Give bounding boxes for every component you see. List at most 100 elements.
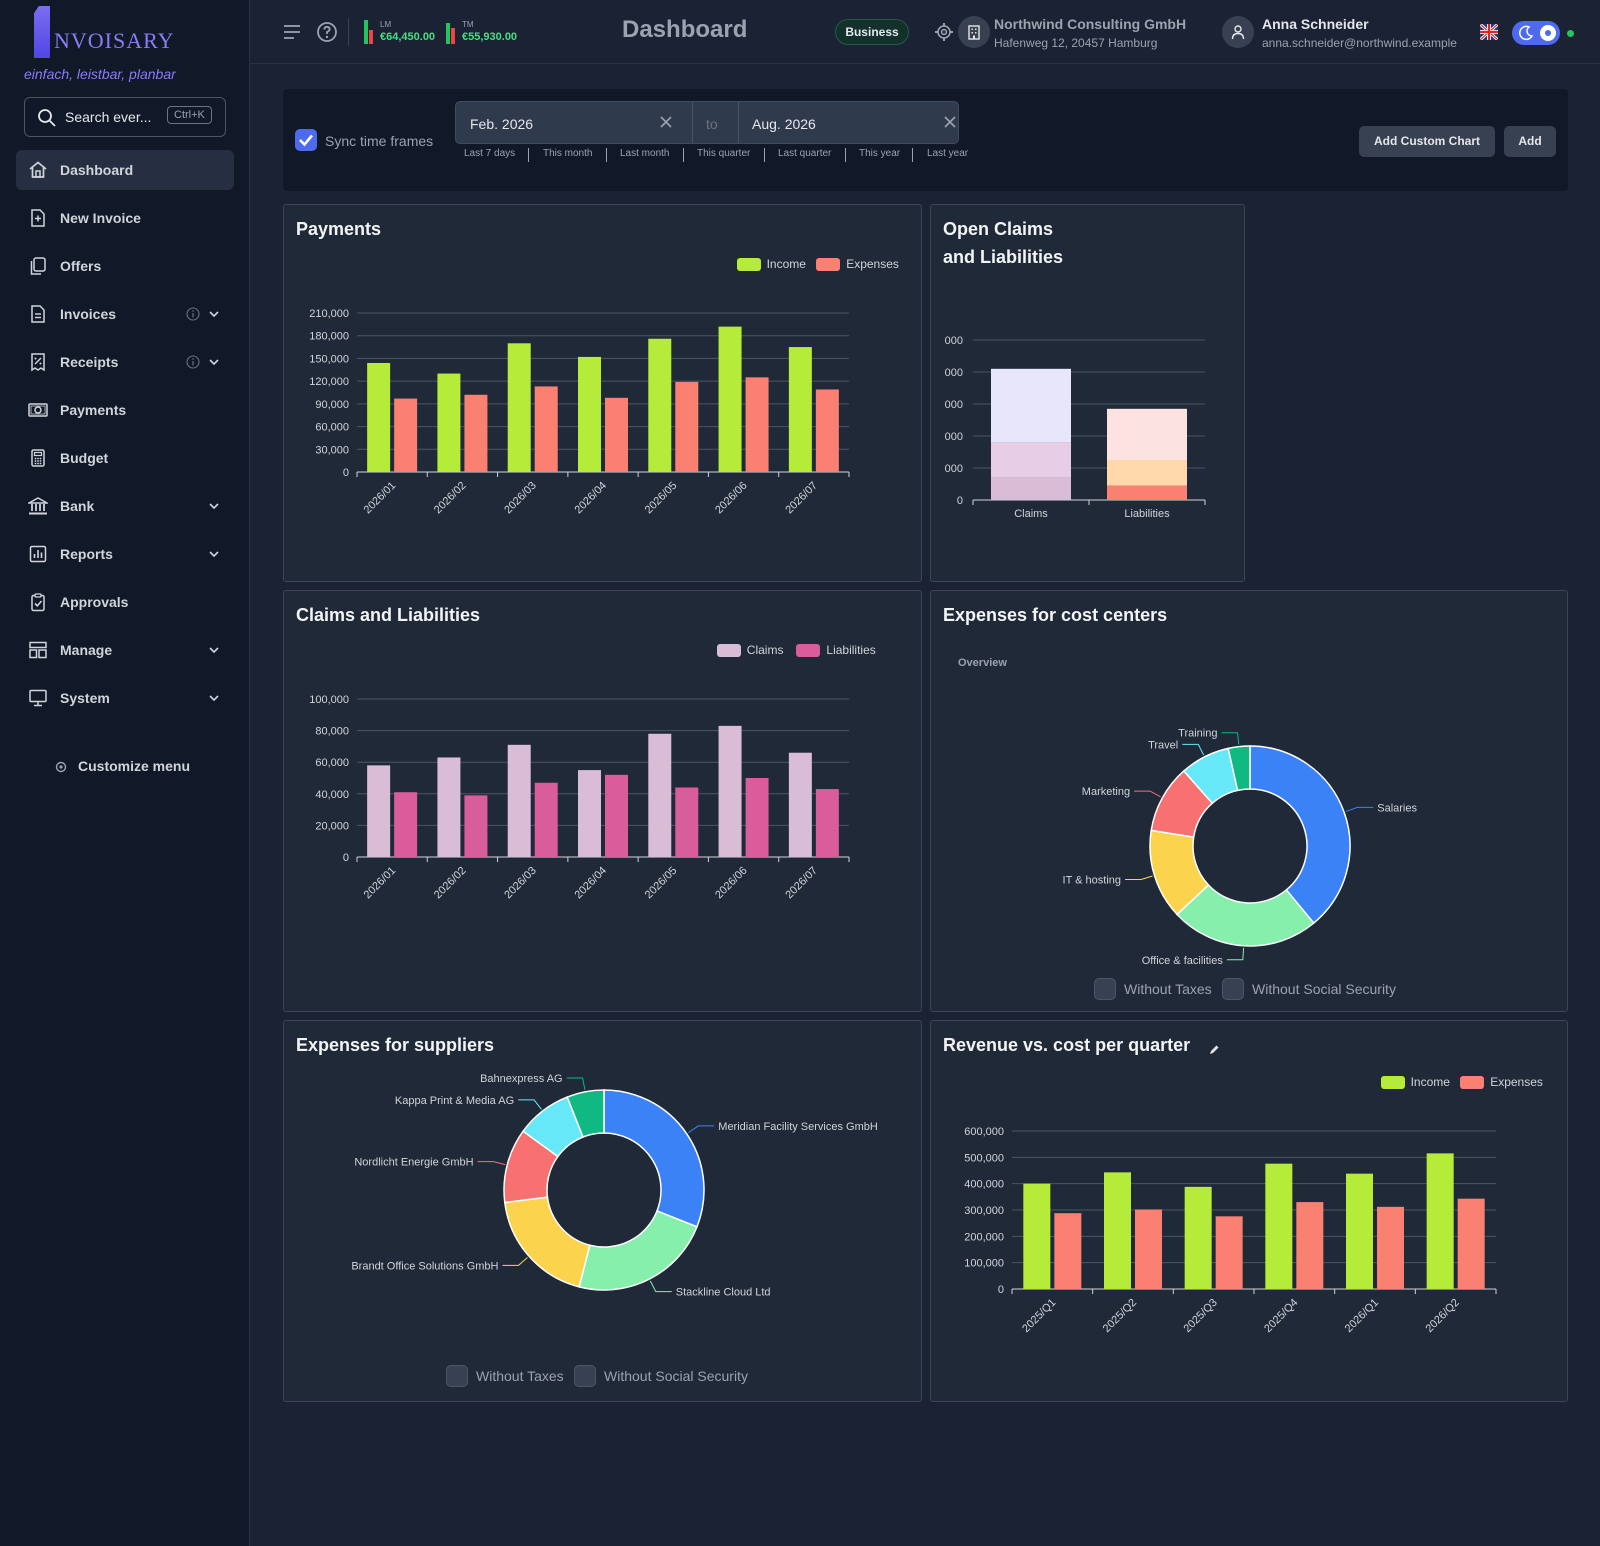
info-icon[interactable]: [186, 355, 200, 369]
chevron-down-icon[interactable]: [208, 356, 220, 368]
bar-expenses[interactable]: [1457, 1198, 1485, 1289]
user-name[interactable]: Anna Schneider: [1262, 16, 1369, 32]
bar-claims[interactable]: [648, 733, 672, 857]
without-social-security-checkbox[interactable]: [574, 1365, 596, 1387]
chevron-down-icon[interactable]: [208, 500, 220, 512]
quick-range-this-year[interactable]: This year: [859, 148, 901, 159]
bar-expenses[interactable]: [534, 386, 558, 472]
bar-income[interactable]: [367, 362, 391, 472]
bar-income[interactable]: [718, 326, 742, 472]
company-switch-button[interactable]: [958, 16, 990, 48]
bar-liabilities[interactable]: [534, 782, 558, 857]
uk-flag-icon[interactable]: [1480, 24, 1498, 40]
bar-expenses[interactable]: [1377, 1206, 1404, 1289]
info-icon[interactable]: [186, 307, 200, 321]
sidebar-item-reports[interactable]: Reports: [16, 534, 234, 574]
date-range-picker[interactable]: Feb. 2026 to Aug. 2026: [455, 101, 959, 144]
bar-income[interactable]: [1023, 1183, 1051, 1289]
bar-expenses[interactable]: [1135, 1209, 1162, 1289]
bar-expenses[interactable]: [1054, 1213, 1082, 1289]
stacked-bar-segment[interactable]: [991, 368, 1071, 443]
sidebar-item-receipts[interactable]: Receipts: [16, 342, 234, 382]
donut-slice[interactable]: [578, 1210, 698, 1291]
without-taxes-label[interactable]: Without Taxes: [476, 1368, 564, 1384]
range-to-input[interactable]: Aug. 2026: [752, 116, 816, 132]
clear-to-icon[interactable]: [944, 116, 956, 128]
legend-label-expenses[interactable]: Expenses: [1490, 1075, 1543, 1089]
legend-label-income[interactable]: Income: [766, 257, 806, 271]
chevron-down-icon[interactable]: [208, 692, 220, 704]
legend-label-liabilities[interactable]: Liabilities: [826, 643, 876, 657]
user-avatar[interactable]: [1222, 16, 1254, 48]
without-social-security-checkbox[interactable]: [1222, 978, 1244, 1000]
gear-icon[interactable]: [934, 22, 954, 42]
bar-expenses[interactable]: [745, 377, 769, 472]
donut-slice[interactable]: [1176, 883, 1315, 947]
clear-from-icon[interactable]: [660, 116, 672, 128]
bar-expenses[interactable]: [394, 398, 418, 472]
sidebar-item-new-invoice[interactable]: New Invoice: [16, 198, 234, 238]
sidebar-item-bank[interactable]: Bank: [16, 486, 234, 526]
bar-income[interactable]: [1426, 1153, 1454, 1289]
bar-claims[interactable]: [507, 744, 531, 857]
app-logo[interactable]: NVOISARY: [34, 6, 214, 62]
bar-expenses[interactable]: [605, 397, 628, 472]
bar-income[interactable]: [507, 343, 531, 472]
chevron-down-icon[interactable]: [208, 644, 220, 656]
quick-range-this-month[interactable]: This month: [543, 148, 593, 159]
bar-expenses[interactable]: [675, 381, 699, 472]
sidebar-item-payments[interactable]: Payments: [16, 390, 234, 430]
sidebar-item-offers[interactable]: Offers: [16, 246, 234, 286]
bar-income[interactable]: [578, 356, 601, 472]
chevron-down-icon[interactable]: [208, 308, 220, 320]
bar-expenses[interactable]: [1296, 1202, 1324, 1289]
stacked-bar-segment[interactable]: [1107, 460, 1187, 486]
bar-claims[interactable]: [718, 725, 742, 857]
bar-income[interactable]: [788, 347, 812, 472]
bar-liabilities[interactable]: [464, 795, 488, 857]
bar-claims[interactable]: [437, 757, 461, 857]
bar-liabilities[interactable]: [394, 792, 418, 857]
bar-income[interactable]: [1265, 1163, 1293, 1289]
without-taxes-checkbox[interactable]: [446, 1365, 468, 1387]
bar-income[interactable]: [437, 373, 461, 472]
bar-income[interactable]: [1104, 1172, 1131, 1289]
legend-label-claims[interactable]: Claims: [746, 643, 784, 657]
sidebar-item-system[interactable]: System: [16, 678, 234, 718]
chevron-down-icon[interactable]: [208, 548, 220, 560]
quick-range-this-quarter[interactable]: This quarter: [697, 148, 751, 159]
edit-icon[interactable]: [1208, 1044, 1220, 1056]
legend-label-income[interactable]: Income: [1410, 1075, 1450, 1089]
sidebar-item-dashboard[interactable]: Dashboard: [16, 150, 234, 190]
range-from-input[interactable]: Feb. 2026: [470, 116, 534, 132]
add-button[interactable]: Add: [1504, 126, 1556, 157]
quick-range-last-7-days[interactable]: Last 7 days: [464, 148, 516, 159]
bar-income[interactable]: [1184, 1186, 1212, 1289]
stacked-bar-segment[interactable]: [991, 477, 1071, 500]
bar-expenses[interactable]: [1215, 1216, 1243, 1289]
without-taxes-checkbox[interactable]: [1094, 978, 1116, 1000]
sync-checkbox[interactable]: [295, 129, 317, 151]
without-social-security-label[interactable]: Without Social Security: [1252, 981, 1396, 997]
without-taxes-label[interactable]: Without Taxes: [1124, 981, 1212, 997]
bar-liabilities[interactable]: [675, 787, 699, 857]
bar-income[interactable]: [1346, 1173, 1373, 1289]
bar-liabilities[interactable]: [745, 778, 769, 857]
bar-claims[interactable]: [788, 752, 812, 857]
quick-range-last-quarter[interactable]: Last quarter: [778, 148, 832, 159]
sidebar-item-approvals[interactable]: Approvals: [16, 582, 234, 622]
sidebar-item-manage[interactable]: Manage: [16, 630, 234, 670]
bar-liabilities[interactable]: [605, 774, 628, 857]
bar-claims[interactable]: [367, 765, 391, 857]
stacked-bar-segment[interactable]: [1107, 408, 1187, 460]
donut-slice[interactable]: [603, 1089, 705, 1228]
company-name[interactable]: Northwind Consulting GmbH: [994, 16, 1187, 32]
quick-range-last-month[interactable]: Last month: [620, 148, 670, 159]
donut-slice[interactable]: [503, 1196, 591, 1288]
search-input[interactable]: Search ever... Ctrl+K: [24, 97, 226, 137]
bar-liabilities[interactable]: [815, 789, 839, 857]
sidebar-item-budget[interactable]: Budget: [16, 438, 234, 478]
stacked-bar-segment[interactable]: [991, 442, 1071, 478]
bar-expenses[interactable]: [464, 394, 488, 472]
add-custom-chart-button[interactable]: Add Custom Chart: [1359, 126, 1495, 157]
